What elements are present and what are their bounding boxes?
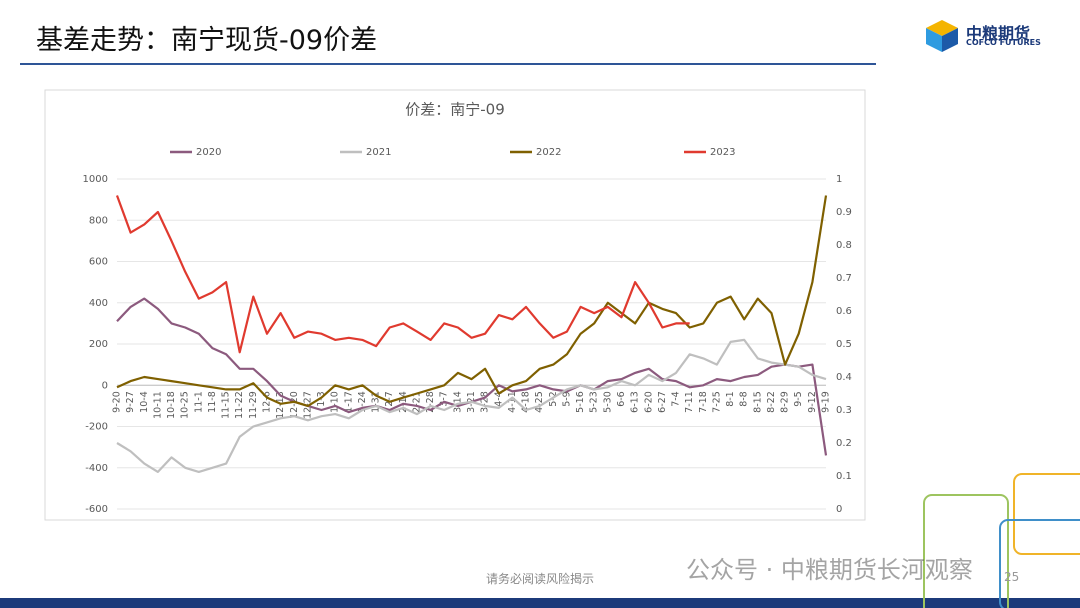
- x-tick-label: 11-22: [234, 391, 245, 419]
- legend-label: 2022: [536, 147, 561, 158]
- x-tick-label: 4-25: [534, 391, 545, 413]
- x-tick-label: 7-11: [684, 391, 695, 413]
- y-tick-label: 200: [89, 339, 108, 350]
- x-tick-label: 8-22: [766, 391, 777, 413]
- slide-title: 基差走势：南宁现货-09价差: [36, 25, 378, 56]
- y2-tick-label: 0.3: [836, 405, 852, 416]
- x-tick-label: 1-10: [330, 391, 341, 413]
- x-tick-label: 3-28: [480, 391, 491, 413]
- y-tick-label: -600: [85, 504, 108, 515]
- x-tick-label: 4-11: [507, 391, 518, 413]
- x-tick-label: 7-25: [711, 391, 722, 413]
- x-tick-label: 7-4: [671, 391, 682, 407]
- y-tick-label: 0: [102, 380, 108, 391]
- x-tick-label: 9-20: [112, 391, 123, 413]
- x-tick-label: 6-27: [657, 391, 668, 413]
- y2-tick-label: 0: [836, 504, 842, 515]
- x-tick-label: 9-5: [793, 391, 804, 407]
- series-line: [116, 195, 828, 407]
- bottom-bar: [0, 598, 1080, 608]
- x-tick-label: 1-24: [357, 391, 368, 413]
- x-tick-label: 10-18: [166, 391, 177, 419]
- x-tick-label: 10-25: [180, 391, 191, 419]
- x-tick-label: 5-16: [575, 391, 586, 413]
- x-tick-label: 10-4: [139, 391, 150, 413]
- x-tick-label: 5-2: [548, 391, 559, 407]
- y-tick-label: 800: [89, 215, 108, 226]
- x-tick-label: 5-23: [589, 391, 600, 413]
- x-tick-label: 8-8: [739, 391, 750, 407]
- x-tick-label: 2-28: [425, 391, 436, 413]
- y2-tick-label: 0.6: [836, 306, 852, 317]
- x-tick-label: 8-29: [780, 391, 791, 413]
- chart-frame: [44, 89, 866, 521]
- y2-tick-label: 0.7: [836, 273, 852, 284]
- x-tick-label: 1-17: [343, 391, 354, 413]
- deco-square: [999, 519, 1080, 608]
- y-tick-label: -400: [85, 463, 108, 474]
- y-tick-label: 1000: [83, 174, 108, 185]
- x-tick-label: 8-1: [725, 391, 736, 407]
- x-tick-label: 5-9: [561, 391, 572, 407]
- x-tick-label: 7-18: [698, 391, 709, 413]
- x-tick-label: 11-15: [221, 391, 232, 419]
- deco-square: [923, 494, 1009, 608]
- y2-tick-label: 0.2: [836, 438, 852, 449]
- x-tick-label: 11-1: [193, 391, 204, 413]
- chart-title: 价差：南宁-09: [405, 101, 505, 119]
- legend-label: 2023: [710, 147, 735, 158]
- x-tick-label: 12-20: [289, 391, 300, 419]
- y2-tick-label: 0.1: [836, 471, 852, 482]
- series-line: [116, 338, 827, 473]
- x-tick-label: 12-6: [261, 391, 272, 413]
- series-line: [115, 195, 690, 354]
- y2-tick-label: 0.4: [836, 372, 852, 383]
- x-tick-label: 9-19: [821, 391, 832, 413]
- x-tick-label: 4-18: [521, 391, 532, 413]
- page-number: 25: [1004, 570, 1020, 584]
- logo-icon: [926, 20, 958, 52]
- x-tick-label: 6-20: [643, 391, 654, 413]
- x-tick-label: 10-11: [152, 391, 163, 419]
- x-tick-label: 6-6: [616, 391, 627, 407]
- x-tick-label: 12-13: [275, 391, 286, 419]
- logo-name: 中粮期货: [966, 24, 1031, 43]
- x-tick-label: 3-14: [452, 391, 463, 413]
- watermark: 公众号 · 中粮期货长河观察: [686, 556, 973, 584]
- x-tick-label: 8-15: [752, 391, 763, 413]
- y-tick-label: 600: [89, 257, 108, 268]
- y-tick-label: -200: [85, 422, 108, 433]
- x-tick-label: 2-21: [411, 391, 422, 413]
- disclaimer: 请务必阅读风险揭示: [485, 572, 594, 586]
- legend-label: 2020: [196, 147, 221, 158]
- x-tick-label: 3-7: [439, 391, 450, 407]
- x-tick-label: 5-30: [602, 391, 613, 413]
- legend-label: 2021: [366, 147, 391, 158]
- x-tick-label: 6-13: [630, 391, 641, 413]
- y2-tick-label: 1: [836, 174, 842, 185]
- x-tick-label: 11-8: [207, 391, 218, 413]
- x-tick-label: 11-29: [248, 391, 259, 419]
- y2-tick-label: 0.9: [836, 207, 852, 218]
- x-tick-label: 4-4: [493, 391, 504, 407]
- x-tick-label: 2-14: [398, 391, 409, 413]
- x-tick-label: 1-3: [316, 391, 327, 407]
- x-tick-label: 9-27: [125, 391, 136, 413]
- y2-tick-label: 0.8: [836, 240, 852, 251]
- x-tick-label: 1-31: [371, 391, 382, 413]
- y2-tick-label: 0.5: [836, 339, 852, 350]
- x-tick-label: 2-7: [384, 391, 395, 407]
- logo-english: COFCO FUTURES: [966, 38, 1041, 47]
- y-tick-label: 400: [89, 298, 108, 309]
- series-line: [116, 297, 828, 456]
- deco-square: [1013, 473, 1080, 555]
- x-tick-label: 9-12: [807, 391, 818, 413]
